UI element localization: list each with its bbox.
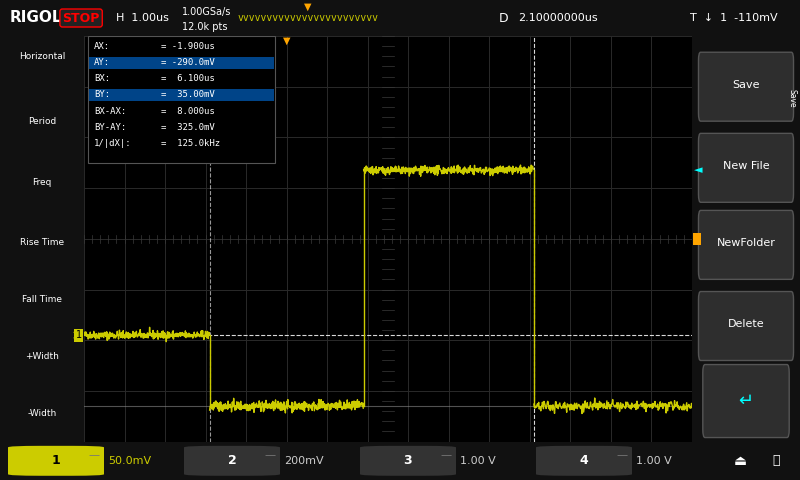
Text: ⏏: ⏏ bbox=[734, 454, 746, 468]
FancyBboxPatch shape bbox=[8, 446, 104, 476]
Text: = -290.0mV: = -290.0mV bbox=[161, 58, 214, 67]
Text: 4: 4 bbox=[580, 454, 588, 468]
FancyBboxPatch shape bbox=[698, 52, 794, 121]
Text: =  325.0mV: = 325.0mV bbox=[161, 123, 214, 132]
Text: STOP: STOP bbox=[62, 12, 100, 24]
Text: —: — bbox=[88, 450, 99, 460]
Text: H  1.00us: H 1.00us bbox=[116, 13, 169, 23]
Text: T  ↓  1  -110mV: T ↓ 1 -110mV bbox=[690, 13, 778, 23]
Text: —: — bbox=[264, 450, 275, 460]
Text: Save: Save bbox=[788, 89, 797, 108]
Text: 50.0mV: 50.0mV bbox=[108, 456, 151, 466]
Text: = -1.900us: = -1.900us bbox=[161, 42, 214, 51]
Text: =  8.000us: = 8.000us bbox=[161, 107, 214, 116]
Text: ▼: ▼ bbox=[304, 2, 312, 12]
FancyBboxPatch shape bbox=[88, 36, 274, 163]
FancyBboxPatch shape bbox=[89, 57, 274, 69]
FancyBboxPatch shape bbox=[702, 364, 789, 438]
Text: BY:: BY: bbox=[94, 90, 110, 99]
Text: 1: 1 bbox=[76, 330, 82, 340]
Text: Freq: Freq bbox=[32, 178, 52, 187]
Text: Rise Time: Rise Time bbox=[20, 239, 64, 247]
Text: D: D bbox=[498, 12, 508, 24]
Text: +Width: +Width bbox=[25, 352, 59, 361]
Text: ↵: ↵ bbox=[738, 392, 754, 410]
Text: 🔊: 🔊 bbox=[772, 454, 780, 468]
Text: 3: 3 bbox=[404, 454, 412, 468]
Text: BX:: BX: bbox=[94, 74, 110, 83]
FancyBboxPatch shape bbox=[698, 210, 794, 279]
Text: 1.00GSa/s: 1.00GSa/s bbox=[182, 7, 232, 16]
Text: Fall Time: Fall Time bbox=[22, 295, 62, 304]
Text: 200mV: 200mV bbox=[284, 456, 324, 466]
Text: ▼: ▼ bbox=[206, 36, 214, 46]
FancyBboxPatch shape bbox=[698, 133, 794, 202]
Text: 1: 1 bbox=[52, 454, 60, 468]
Text: 1.00 V: 1.00 V bbox=[460, 456, 496, 466]
Text: Horizontal: Horizontal bbox=[19, 52, 65, 61]
Text: =  35.00mV: = 35.00mV bbox=[161, 90, 214, 99]
Text: AX:: AX: bbox=[94, 42, 110, 51]
Text: =  125.0kHz: = 125.0kHz bbox=[161, 139, 220, 148]
FancyBboxPatch shape bbox=[89, 89, 274, 101]
Text: NewFolder: NewFolder bbox=[717, 238, 775, 248]
Text: Save: Save bbox=[732, 80, 760, 90]
Text: ◄: ◄ bbox=[694, 165, 702, 175]
Text: —: — bbox=[616, 450, 627, 460]
Text: T: T bbox=[694, 234, 700, 244]
Text: New File: New File bbox=[722, 161, 770, 171]
FancyBboxPatch shape bbox=[698, 291, 794, 360]
Text: AY:: AY: bbox=[94, 58, 110, 67]
Text: 1.00 V: 1.00 V bbox=[636, 456, 672, 466]
FancyBboxPatch shape bbox=[360, 446, 456, 476]
Text: 1/|dX|:: 1/|dX|: bbox=[94, 139, 132, 148]
Text: -Width: -Width bbox=[27, 408, 57, 418]
Text: BX-AX:: BX-AX: bbox=[94, 107, 126, 116]
Text: —: — bbox=[440, 450, 451, 460]
Text: ▼: ▼ bbox=[283, 36, 290, 46]
Text: 12.0k pts: 12.0k pts bbox=[182, 22, 228, 32]
Text: vvvvvvvvvvvvvvvvvvvvvvvv: vvvvvvvvvvvvvvvvvvvvvvvv bbox=[238, 13, 378, 23]
Text: Period: Period bbox=[28, 117, 56, 126]
Text: Delete: Delete bbox=[728, 319, 764, 329]
Text: 2.10000000us: 2.10000000us bbox=[518, 13, 598, 23]
FancyBboxPatch shape bbox=[536, 446, 632, 476]
Text: BY-AY:: BY-AY: bbox=[94, 123, 126, 132]
Text: 2: 2 bbox=[228, 454, 236, 468]
Text: RIGOL: RIGOL bbox=[10, 11, 62, 25]
FancyBboxPatch shape bbox=[184, 446, 280, 476]
Text: =  6.100us: = 6.100us bbox=[161, 74, 214, 83]
